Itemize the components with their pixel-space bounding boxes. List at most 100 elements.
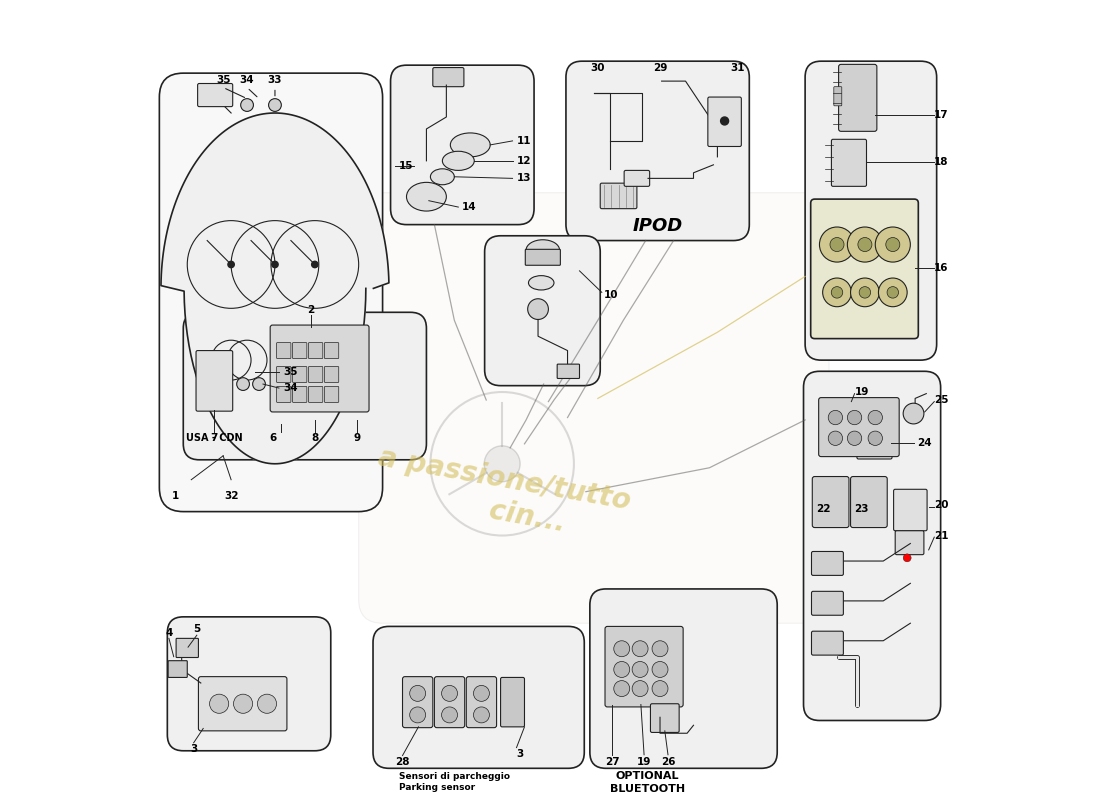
- Text: 4: 4: [165, 627, 173, 638]
- Text: 24: 24: [916, 438, 932, 448]
- FancyBboxPatch shape: [601, 183, 637, 209]
- FancyBboxPatch shape: [838, 64, 877, 131]
- FancyBboxPatch shape: [359, 193, 829, 623]
- Circle shape: [441, 686, 458, 702]
- Circle shape: [820, 227, 855, 262]
- Text: 25: 25: [934, 395, 949, 405]
- Circle shape: [652, 681, 668, 697]
- Text: 22: 22: [816, 504, 831, 514]
- Circle shape: [847, 431, 861, 446]
- Text: 2: 2: [307, 305, 315, 314]
- Circle shape: [253, 378, 265, 390]
- Circle shape: [614, 662, 629, 678]
- FancyBboxPatch shape: [324, 386, 339, 402]
- Circle shape: [233, 694, 253, 714]
- FancyBboxPatch shape: [198, 83, 233, 106]
- Text: 14: 14: [462, 202, 477, 212]
- Circle shape: [409, 707, 426, 723]
- Text: 17: 17: [934, 110, 949, 119]
- FancyBboxPatch shape: [308, 386, 322, 402]
- Circle shape: [832, 286, 843, 298]
- Text: 26: 26: [661, 757, 675, 767]
- Circle shape: [859, 286, 870, 298]
- FancyBboxPatch shape: [184, 312, 427, 460]
- Text: 16: 16: [934, 263, 949, 274]
- Circle shape: [876, 227, 911, 262]
- FancyBboxPatch shape: [434, 677, 464, 728]
- Circle shape: [903, 554, 911, 562]
- Ellipse shape: [526, 240, 560, 261]
- Circle shape: [652, 662, 668, 678]
- Ellipse shape: [528, 276, 554, 290]
- FancyBboxPatch shape: [167, 617, 331, 750]
- FancyBboxPatch shape: [893, 490, 927, 530]
- Circle shape: [614, 641, 629, 657]
- FancyBboxPatch shape: [624, 170, 650, 186]
- Text: 33: 33: [267, 75, 283, 85]
- Circle shape: [828, 431, 843, 446]
- FancyBboxPatch shape: [276, 342, 290, 358]
- FancyBboxPatch shape: [276, 366, 290, 382]
- Circle shape: [886, 238, 900, 251]
- Text: 27: 27: [605, 757, 619, 767]
- Text: 30: 30: [591, 63, 605, 73]
- Text: 13: 13: [517, 174, 531, 183]
- Text: 7: 7: [211, 434, 218, 443]
- Circle shape: [236, 378, 250, 390]
- FancyBboxPatch shape: [390, 65, 535, 225]
- FancyBboxPatch shape: [832, 139, 867, 186]
- FancyBboxPatch shape: [466, 677, 496, 728]
- Circle shape: [473, 686, 490, 702]
- FancyBboxPatch shape: [500, 678, 525, 727]
- Text: 31: 31: [730, 63, 745, 73]
- FancyBboxPatch shape: [811, 199, 918, 338]
- Text: 11: 11: [517, 136, 531, 146]
- Text: 35: 35: [283, 367, 297, 377]
- Text: 23: 23: [855, 504, 869, 514]
- Circle shape: [868, 410, 882, 425]
- FancyBboxPatch shape: [324, 366, 339, 382]
- Circle shape: [879, 278, 908, 306]
- FancyBboxPatch shape: [812, 591, 844, 615]
- Text: 15: 15: [398, 162, 412, 171]
- Text: USA - CDN: USA - CDN: [186, 434, 243, 443]
- Text: 32: 32: [224, 490, 239, 501]
- Polygon shape: [161, 113, 389, 464]
- Text: 12: 12: [517, 156, 531, 166]
- Circle shape: [441, 707, 458, 723]
- FancyBboxPatch shape: [168, 661, 187, 678]
- FancyBboxPatch shape: [590, 589, 778, 768]
- FancyBboxPatch shape: [198, 677, 287, 731]
- Text: 19: 19: [855, 387, 869, 397]
- Circle shape: [257, 694, 276, 714]
- FancyBboxPatch shape: [834, 86, 842, 106]
- Text: 6: 6: [268, 434, 276, 443]
- FancyBboxPatch shape: [432, 67, 464, 86]
- Circle shape: [850, 278, 879, 306]
- Text: 18: 18: [934, 158, 949, 167]
- Text: 35: 35: [216, 75, 230, 85]
- Text: 9: 9: [353, 434, 361, 443]
- FancyBboxPatch shape: [805, 61, 937, 360]
- FancyBboxPatch shape: [565, 61, 749, 241]
- Circle shape: [632, 641, 648, 657]
- Circle shape: [311, 262, 318, 268]
- Text: 1: 1: [172, 490, 179, 501]
- FancyBboxPatch shape: [324, 342, 339, 358]
- FancyBboxPatch shape: [812, 477, 849, 527]
- FancyBboxPatch shape: [293, 366, 307, 382]
- Text: 29: 29: [652, 63, 668, 73]
- Text: 19: 19: [637, 757, 651, 767]
- Text: 8: 8: [311, 434, 318, 443]
- Text: 34: 34: [283, 383, 298, 393]
- FancyBboxPatch shape: [850, 477, 888, 527]
- Ellipse shape: [450, 133, 491, 157]
- Ellipse shape: [430, 169, 454, 185]
- Circle shape: [241, 98, 253, 111]
- FancyBboxPatch shape: [160, 73, 383, 512]
- FancyBboxPatch shape: [812, 551, 844, 575]
- Ellipse shape: [407, 182, 447, 211]
- FancyBboxPatch shape: [176, 638, 198, 658]
- Text: 3: 3: [517, 749, 524, 759]
- Text: 21: 21: [934, 530, 949, 541]
